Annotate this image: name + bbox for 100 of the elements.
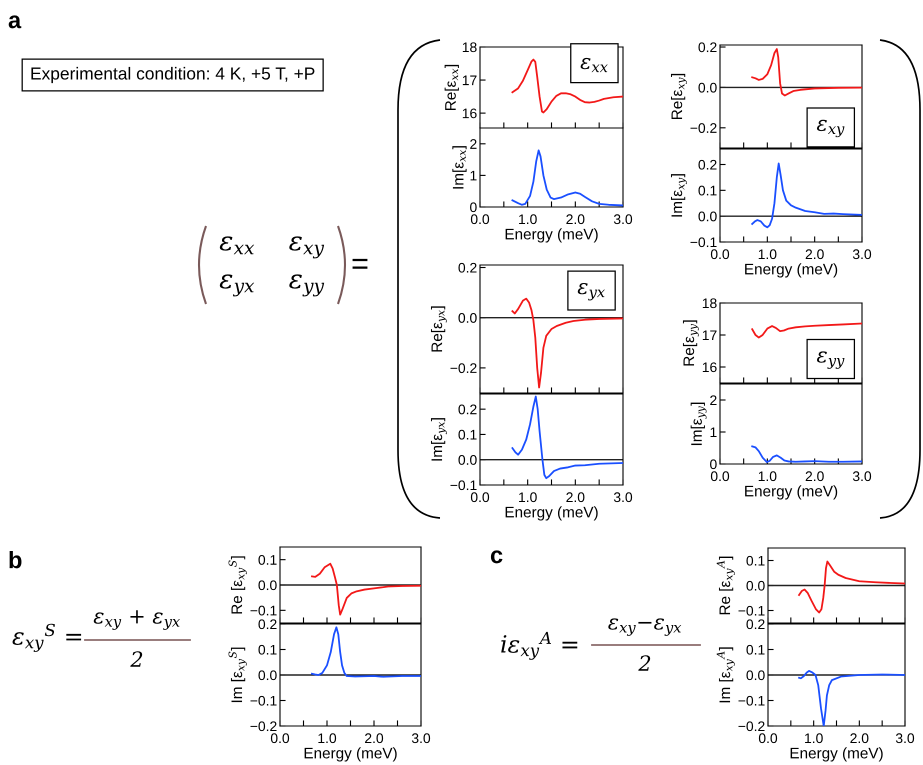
y-tick-label: 16 [462,108,477,118]
line-series [751,445,862,463]
x-tick-label: 1.0 [805,733,823,744]
y-tick-label: 0.0 [258,580,277,590]
x-tick-label: 2.0 [806,471,824,482]
text: a [8,15,22,28]
x-tick-label: 1.0 [758,249,776,260]
y-tick-label: 0.0 [458,455,477,465]
text: b [10,550,22,568]
annotation: ε$_{yy}$ [816,351,844,369]
y-tick-label: 0.2 [698,160,717,170]
y-tick-label: 0.1 [746,644,765,655]
y-axis-title: Im[ε$_{xx}$] [452,146,467,189]
annotation: ε$_{xx}$ [580,58,608,72]
text: ε$_{xy}$$^{S}$ = [12,624,82,652]
y-tick-label: −0.1 [250,606,277,616]
y-tick-label: −0.2 [250,721,277,732]
x-tick-label: 1.0 [519,214,537,224]
text: 2 [638,655,650,671]
y-tick-label: −0.1 [250,696,277,706]
annotation: ε$_{yx}$ [578,282,605,300]
y-tick-label: −0.1 [738,606,765,616]
x-axis-title: Energy (meV) [745,263,838,278]
y-tick-label: 0.1 [698,186,717,196]
y-axis-title: Im[ε$_{xy}$] [670,174,687,217]
y-tick-label: 0.0 [258,670,277,680]
y-axis-title: Im[ε$_{yx}$] [430,418,447,461]
x-tick-label: 1.0 [758,471,776,482]
y-tick-label: 0.2 [458,262,477,273]
text: ε$_{xy}$−ε$_{yx}$ [608,618,682,636]
y-axis-title: Im [ε$_{xy}$$^{S}$] [228,648,247,702]
y-axis-title: Im [ε$_{xy}$$^{A}$] [716,647,735,702]
y-tick-label: 0.2 [258,619,277,630]
y-axis-title: Re[ε$_{yx}$] [430,306,447,352]
y-tick-label: 0.0 [746,670,765,680]
x-tick-label: 2.0 [850,733,868,744]
text: ε$_{yx}$ ε$_{yy}$ [220,274,324,296]
line-series [311,626,421,678]
x-tick-label: 2.0 [365,733,384,744]
text: ε$_{xy}$ + ε$_{yx}$ [94,610,180,630]
x-axis-title: Energy (meV) [790,747,883,762]
y-tick-label: 0 [710,459,717,470]
y-tick-label: −0.2 [738,721,765,732]
line-series [798,560,905,614]
line-series [311,562,421,616]
y-tick-label: 16 [702,362,717,372]
y-tick-label: −0.2 [690,123,717,133]
line-series [512,396,623,480]
x-tick-label: 2.0 [806,249,824,260]
y-axis-title: Re[ε$_{yy}$] [682,320,699,366]
y-axis-title: Re [ε$_{xy}$$^{S}$] [228,556,247,614]
y-tick-label: 1 [710,427,717,438]
text: = [352,258,368,269]
line-series [751,162,862,228]
y-axis-title: Im[ε$_{yy}$] [690,402,707,446]
y-tick-label: 2 [470,139,477,149]
x-tick-label: 3.0 [614,492,632,502]
x-axis-title: Energy (meV) [506,506,598,521]
x-tick-label: 3.0 [412,733,430,744]
text: c [490,550,502,564]
y-tick-label: 0.1 [258,644,277,655]
x-tick-label: 3.0 [852,471,872,482]
x-tick-label: 1.0 [318,733,336,744]
y-tick-label: 0.0 [458,313,477,323]
x-tick-label: 0.0 [758,733,778,744]
y-tick-label: 0.1 [258,555,277,565]
y-axis-title: Re [ε$_{xy}$$^{A}$] [716,556,735,614]
text: 2 [130,651,142,667]
x-tick-label: 2.0 [566,492,584,502]
y-tick-label: −0.1 [450,480,477,490]
text: Experimental condition: 4 K, +5 T, +P [31,66,314,84]
line-series [798,670,905,726]
y-tick-label: 0.2 [746,619,765,630]
y-axis-title: Re[ε$_{xx}$] [444,64,459,110]
text: ε$_{xx}$ ε$_{xy}$ [220,236,324,258]
y-tick-label: 18 [462,42,477,52]
y-tick-label: 0.0 [746,580,765,591]
x-tick-label: 3.0 [852,249,872,260]
y-tick-label: 0.2 [458,404,477,414]
x-axis-title: Energy (meV) [745,485,838,500]
x-axis-title: Energy (meV) [304,747,397,762]
line-series [751,322,862,338]
y-tick-label: 0.2 [698,42,717,52]
y-tick-label: 0.1 [458,430,477,440]
annotation: ε$_{xy}$ [816,120,844,138]
x-tick-label: 0.0 [270,733,290,744]
y-tick-label: −0.2 [450,363,477,374]
line-series [512,150,623,206]
y-tick-label: −0.1 [690,237,717,248]
line-series [512,58,623,114]
y-tick-label: 2 [710,395,717,406]
x-tick-label: 3.0 [614,214,632,224]
y-tick-label: 0.0 [698,82,717,93]
x-axis-title: Energy (meV) [506,228,598,243]
y-axis-title: Re[ε$_{xy}$] [670,74,687,120]
y-tick-label: 18 [702,298,717,308]
y-tick-label: 0.1 [746,556,765,566]
x-tick-label: 1.0 [519,492,537,502]
y-tick-label: 17 [702,330,717,340]
x-tick-label: 2.0 [566,214,584,224]
